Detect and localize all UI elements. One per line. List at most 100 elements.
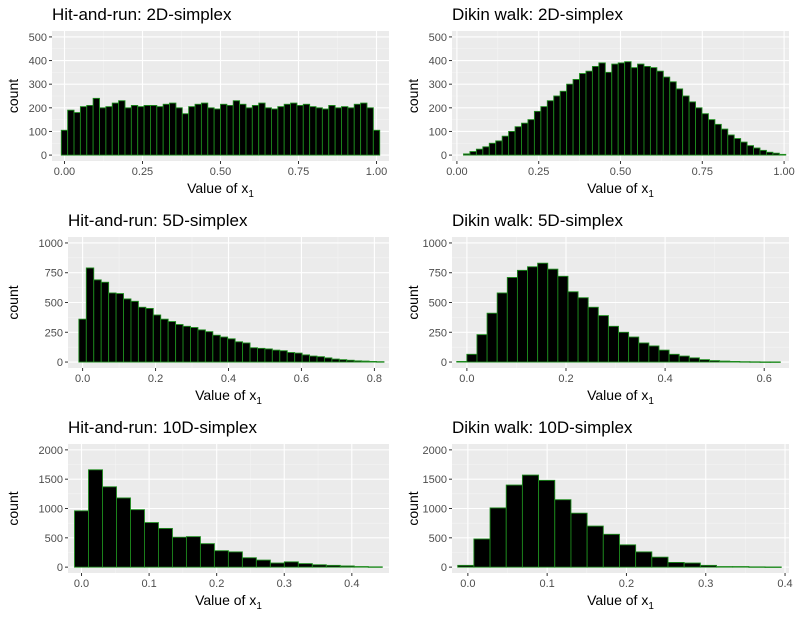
histogram-bar [315,107,323,156]
x-tick-label: 0.00 [54,166,75,178]
x-tick-label: 0.00 [446,166,467,178]
histogram-bar [648,345,660,363]
histogram-bar [586,525,604,568]
histogram-bar [559,90,568,156]
x-tick-label: 0.0 [459,373,474,385]
histogram-bar [60,129,69,156]
x-tick-label: 0.8 [367,373,382,385]
panel-title: Hit-and-run: 2D-simplex [52,5,232,24]
histogram-bar [516,269,528,363]
histogram-bar [207,107,215,156]
y-tick-label: 500 [45,298,63,310]
histogram-bar [346,359,355,363]
x-tick-label: 0.3 [698,578,713,590]
y-tick-label: 750 [45,268,63,280]
y-tick-label: 0 [57,562,63,574]
histogram-bar [486,312,498,363]
histogram-bar [570,512,588,568]
x-axis-label-subscript: 1 [648,601,654,612]
histogram-bar [204,331,214,363]
y-tick-label: 1500 [423,474,447,486]
histogram-bar [175,324,184,363]
histogram-bar [501,135,510,156]
y-tick-label: 250 [45,327,63,339]
histogram-bar [772,152,780,156]
y-axis-label: count [5,491,21,525]
histogram-bar [540,106,548,156]
histogram-bar [618,331,630,363]
histogram-bar [604,71,613,156]
histogram-bar [547,268,559,363]
histogram-bar [729,361,741,363]
histogram-bar [701,113,709,156]
histogram-bar [749,361,761,363]
histogram-bar [108,292,117,363]
histogram-bar [617,62,626,156]
histogram-bar [759,149,767,156]
y-tick-label: 1000 [39,504,63,516]
x-axis-label-subscript: 1 [256,396,262,407]
x-axis-label-subscript: 1 [248,189,254,200]
histogram-bar [662,76,671,156]
y-tick-label: 300 [429,79,447,91]
histogram-bar [506,277,518,363]
x-tick-label: 0.2 [148,373,163,385]
histogram-bar [152,314,162,363]
panel-title: Hit-and-run: 5D-simplex [68,211,248,230]
histogram-panel-3: 0.0 0.2 0.4 0.6 0.8 0 250 500 750 1000 Hit-and-run… [5,211,389,407]
x-tick-label: 0.25 [132,166,153,178]
histogram-bar [167,321,177,363]
y-tick-label: 500 [429,32,447,44]
histogram-bar [353,360,363,363]
histogram-bar [213,108,221,156]
histogram-bar [213,550,229,568]
x-tick-label: 1.00 [773,166,794,178]
histogram-bar [239,103,247,156]
histogram-bar [347,107,355,156]
histogram-bar [99,107,107,156]
histogram-bar [316,356,325,363]
histogram-bar [182,325,191,363]
x-tick-label: 0.4 [657,373,672,385]
histogram-bar [463,153,471,156]
histogram-panel-4: 0.0 0.2 0.4 0.6 0 250 500 750 1000 Dikin walk: 5D… [405,211,789,407]
histogram-bar [137,306,147,363]
histogram-bar [271,108,279,156]
histogram-bar [688,357,700,363]
histogram-bar [765,151,774,156]
y-tick-label: 500 [429,298,447,310]
histogram-bar [220,103,228,156]
histogram-bar [488,142,497,156]
histogram-bar [286,352,296,363]
x-tick-label: 0.75 [692,166,713,178]
histogram-bar [290,102,298,156]
histogram-bar [597,315,609,363]
histogram-bar [707,119,716,156]
histogram-bar [675,88,684,156]
histogram-bar [199,543,215,568]
x-axis-label: Value of x1 [187,180,254,200]
histogram-bar [514,126,522,156]
x-axis-label-subscript: 1 [648,189,654,200]
histogram-bar [325,564,341,568]
histogram-bar [137,106,145,156]
histogram-bar [339,565,355,568]
histogram-bar [667,561,685,568]
histogram-bar [678,355,690,363]
x-tick-label: 0.6 [294,373,309,385]
histogram-bar [116,497,131,568]
histogram-bar [73,112,81,156]
x-tick-label: 0.3 [277,578,292,590]
histogram-bar [469,151,477,156]
y-tick-label: 500 [45,533,63,545]
panel-title: Dikin walk: 5D-simplex [452,211,623,230]
histogram-bar [85,267,95,363]
y-tick-label: 500 [429,533,447,545]
histogram-bar [212,334,221,363]
histogram-bar [643,66,651,156]
histogram-bar [124,107,132,156]
histogram-bar [297,563,313,568]
histogram-bar [683,562,701,568]
histogram-bar [496,292,508,363]
histogram-bar [353,566,369,568]
